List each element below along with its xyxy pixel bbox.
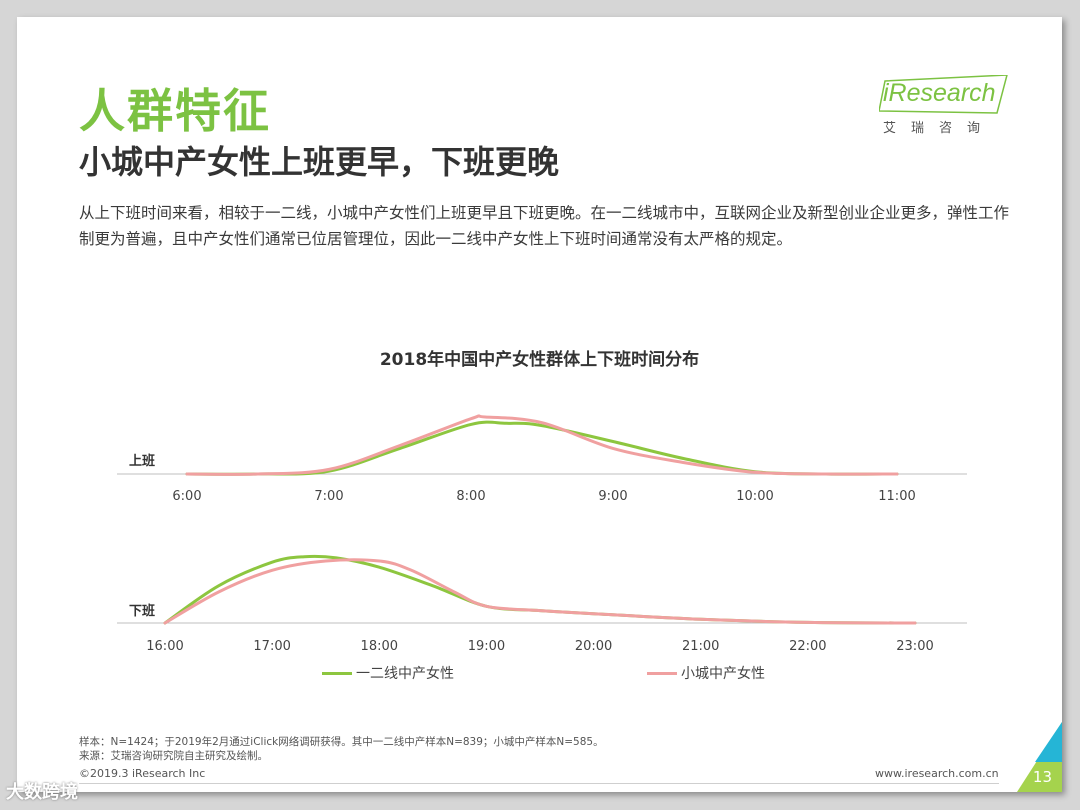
legend-label-tier12: 一二线中产女性 (356, 666, 454, 682)
x-tick-label: 22:00 (789, 639, 826, 654)
website-link[interactable]: www.iresearch.com.cn (875, 767, 999, 780)
description-text: 从上下班时间来看，相较于一二线，小城中产女性们上班更早且下班更晚。在一二线城市中… (79, 204, 1010, 248)
x-tick-label: 6:00 (172, 489, 201, 504)
page-title: 人群特征 (79, 84, 271, 138)
x-tick-label: 17:00 (253, 639, 290, 654)
x-tick-label: 9:00 (598, 489, 627, 504)
x-tick-label: 20:00 (575, 639, 612, 654)
logo-badge-icon (879, 75, 1008, 114)
legend-swatch-smallcity (647, 671, 677, 675)
panel-label-1: 下班 (129, 603, 155, 619)
x-tick-label: 8:00 (456, 489, 485, 504)
corner-decoration-icon (1017, 722, 1062, 792)
line-chart: 上班 6:00 7:00 8:00 9:00 10:00 11:00 下班 16:00 17:00… (117, 414, 967, 654)
x-tick-label: 19:00 (468, 639, 505, 654)
source-notes: 样本：N=1424；于2019年2月通过iClick网络调研获得。其中一二线中产… (79, 735, 604, 763)
legend-item-smallcity: 小城中产女性 (647, 663, 765, 683)
logo-subtitle: 艾瑞咨询 (883, 121, 996, 136)
chart-title: 2018年中国中产女性群体上下班时间分布 (379, 350, 700, 370)
watermark-text: 大数跨境 (6, 782, 78, 803)
copyright: ©2019.3 iResearch Inc (79, 767, 206, 780)
series-line-1-0 (163, 554, 917, 625)
source-note: 来源：艾瑞咨询研究院自主研究及绘制。 (79, 750, 268, 762)
series-line-0-1 (185, 414, 899, 476)
x-tick-label: 23:00 (896, 639, 933, 654)
series-line-1-1 (163, 558, 917, 625)
logo-text: iResearch (883, 79, 996, 107)
legend-item-tier12: 一二线中产女性 (322, 663, 454, 683)
legend-swatch-tier12 (322, 671, 352, 675)
x-tick-label: 16:00 (146, 639, 183, 654)
slide: 人群特征 小城中产女性上班更早，下班更晚 从上下班时间来看，相较于一二线，小城中… (17, 17, 1062, 792)
iresearch-logo: iResearch 艾瑞咨询 (879, 75, 1009, 137)
x-tick-label: 21:00 (682, 639, 719, 654)
x-tick-label: 11:00 (878, 489, 915, 504)
sample-note: 样本：N=1424；于2019年2月通过iClick网络调研获得。其中一二线中产… (79, 736, 604, 748)
x-tick-label: 7:00 (314, 489, 343, 504)
page-number: 13 (1032, 768, 1052, 786)
legend-label-smallcity: 小城中产女性 (681, 666, 765, 682)
x-tick-label: 18:00 (361, 639, 398, 654)
x-tick-label: 10:00 (736, 489, 773, 504)
page-subtitle: 小城中产女性上班更早，下班更晚 (79, 143, 560, 181)
footer-divider (79, 783, 999, 784)
panel-label-0: 上班 (129, 453, 155, 469)
series-line-0-0 (185, 420, 899, 476)
